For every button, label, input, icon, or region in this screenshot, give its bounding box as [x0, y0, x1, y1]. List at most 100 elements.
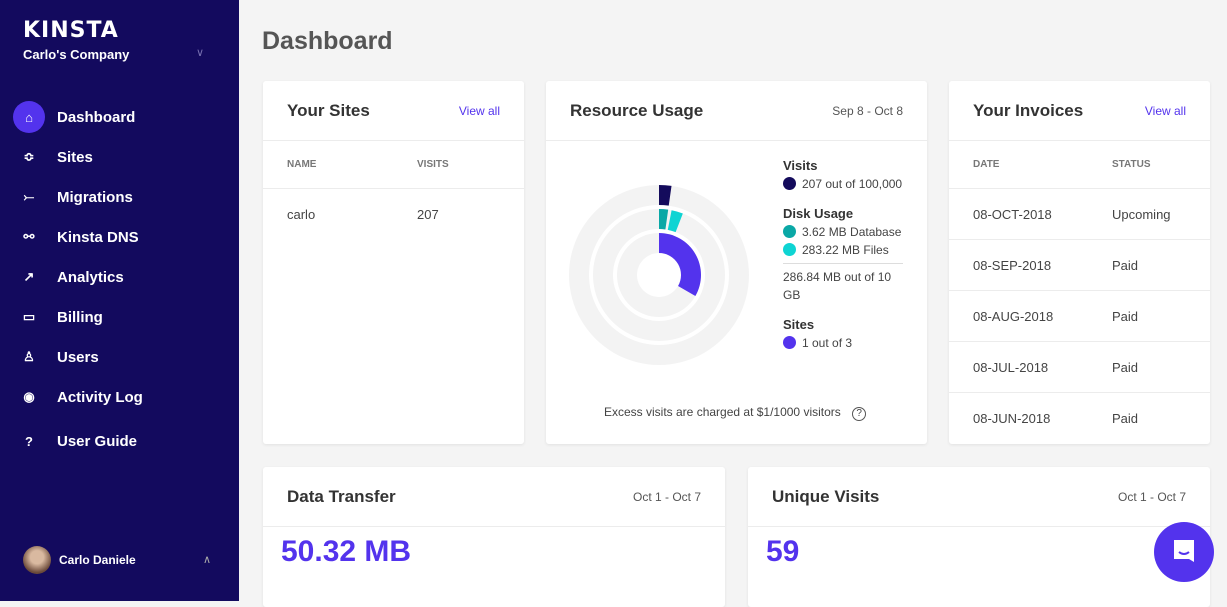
sidebar-item-user-guide[interactable]: ? User Guide — [13, 421, 233, 461]
invoice-status: Upcoming — [1112, 206, 1171, 222]
invoice-date: 08-AUG-2018 — [973, 308, 1054, 324]
home-icon: ⌂ — [13, 101, 45, 133]
chat-icon — [1174, 540, 1194, 562]
visits-arc — [659, 185, 672, 206]
col-status: STATUS — [1112, 159, 1151, 170]
sidebar-item-migrations[interactable]: ⤚ Migrations — [13, 177, 233, 217]
help-icon[interactable]: ? — [852, 407, 867, 421]
usage-legend: Visits 207 out of 100,000 Disk Usage 3.6… — [783, 157, 903, 352]
visits-label: Visits — [783, 158, 818, 173]
sites-value: 1 out of 3 — [802, 336, 853, 350]
table-row[interactable]: 08-JUN-2018 Paid — [949, 393, 1210, 444]
avatar — [23, 546, 51, 574]
card-title: Your Invoices — [973, 100, 1084, 120]
table-header: NAME VISITS — [263, 141, 524, 189]
sidebar-item-label: Migrations — [57, 188, 133, 206]
invoice-status: Paid — [1112, 257, 1139, 273]
files-value: 283.22 MB Files — [802, 243, 889, 257]
card-icon: ▭ — [22, 309, 36, 324]
invoice-date: 08-JUL-2018 — [973, 359, 1049, 375]
company-switcher[interactable]: Carlo's Company — [23, 47, 130, 62]
invoice-date: 08-JUN-2018 — [973, 411, 1051, 426]
card-title: Data Transfer — [287, 486, 396, 506]
user-menu[interactable]: Carlo Daniele — [23, 546, 136, 574]
files-arc — [667, 210, 683, 233]
kinsta-logo[interactable]: KINSTA — [23, 18, 119, 43]
invoice-status: Paid — [1112, 411, 1139, 426]
view-all-invoices-link[interactable]: View all — [1144, 103, 1186, 118]
table-row[interactable]: 08-JUL-2018 Paid — [949, 342, 1210, 393]
invoice-date: 08-OCT-2018 — [973, 206, 1052, 222]
table-row[interactable]: carlo 207 — [263, 189, 524, 240]
table-row[interactable]: 08-SEP-2018 Paid — [949, 240, 1210, 291]
data-transfer-value: 50.32 MB — [281, 535, 412, 568]
view-all-sites-link[interactable]: View all — [458, 103, 500, 118]
date-range: Sep 8 - Oct 8 — [832, 103, 903, 118]
eye-icon: ◉ — [23, 389, 35, 404]
layers-icon: ≎ — [23, 149, 35, 164]
sidebar-item-label: Users — [57, 348, 99, 366]
sidebar-item-label: Activity Log — [57, 388, 143, 406]
unique-visits-card: Unique Visits Oct 1 - Oct 7 59 — [748, 467, 1210, 607]
user-name: Carlo Daniele — [59, 553, 136, 567]
table-row[interactable]: 08-AUG-2018 Paid — [949, 291, 1210, 342]
chevron-down-icon[interactable]: ∨ — [196, 47, 205, 59]
help-icon: ? — [25, 433, 33, 449]
page-title: Dashboard — [262, 27, 393, 55]
usage-donut-chart — [568, 185, 749, 365]
sidebar-item-analytics[interactable]: ↗ Analytics — [13, 257, 233, 297]
chat-button[interactable] — [1154, 522, 1214, 582]
db-dot — [783, 225, 796, 238]
invoice-status: Paid — [1112, 359, 1139, 375]
sidebar-item-label: User Guide — [57, 432, 138, 450]
sites-dot — [783, 336, 796, 349]
sidebar-nav: ⌂ Dashboard ≎ Sites ⤚ Migrations ⚯ Kinsta DNS ↗ A… — [13, 97, 233, 461]
disk-label: Disk Usage — [783, 206, 854, 221]
sidebar-item-billing[interactable]: ▭ Billing — [13, 297, 233, 337]
invoice-date: 08-SEP-2018 — [973, 257, 1052, 273]
sidebar-item-label: Sites — [57, 148, 93, 166]
card-title: Resource Usage — [570, 100, 704, 120]
sidebar-item-label: Analytics — [57, 268, 124, 286]
user-add-icon: ♙ — [23, 349, 35, 364]
invoices-card: Your Invoices View all DATE STATUS 08-OCT-… — [949, 81, 1210, 444]
date-range: Oct 1 - Oct 7 — [1117, 489, 1186, 504]
sidebar: KINSTA Carlo's Company ∨ ⌂ Dashboard ≎ Site… — [0, 0, 239, 601]
sidebar-item-dashboard[interactable]: ⌂ Dashboard — [13, 97, 233, 137]
sidebar-item-users[interactable]: ♙ Users — [13, 337, 233, 377]
data-transfer-card: Data Transfer Oct 1 - Oct 7 50.32 MB — [263, 467, 725, 607]
your-sites-card: Your Sites View all NAME VISITS carlo 207 — [263, 81, 524, 444]
db-value: 3.62 MB Database — [802, 225, 902, 239]
col-date: DATE — [973, 159, 1000, 170]
migrate-icon: ⤚ — [23, 189, 35, 204]
resource-usage-card: Resource Usage Sep 8 - Oct 8 Visits 207 o… — [546, 81, 927, 444]
disk-total: 286.84 MB out of 10 GB — [783, 263, 903, 304]
card-title: Your Sites — [287, 100, 370, 120]
note-text: Excess visits are charged at $1/1000 vis… — [604, 405, 841, 419]
sidebar-item-kinsta-dns[interactable]: ⚯ Kinsta DNS — [13, 217, 233, 257]
unique-visits-value: 59 — [766, 535, 800, 568]
visits-dot — [783, 177, 796, 190]
sidebar-item-label: Dashboard — [57, 108, 136, 126]
col-name: NAME — [287, 159, 317, 170]
sidebar-item-label: Billing — [57, 308, 103, 326]
excess-note: Excess visits are charged at $1/1000 vis… — [604, 405, 867, 421]
site-name[interactable]: carlo — [287, 207, 316, 222]
disk-track — [592, 209, 725, 341]
site-visits: 207 — [417, 207, 439, 222]
visits-value: 207 out of 100,000 — [802, 177, 903, 191]
invoice-status: Paid — [1112, 308, 1139, 324]
dns-icon: ⚯ — [23, 229, 35, 244]
sidebar-item-sites[interactable]: ≎ Sites — [13, 137, 233, 177]
trend-icon: ↗ — [23, 269, 35, 284]
sites-label: Sites — [783, 317, 815, 332]
sites-arc — [659, 233, 701, 296]
sidebar-item-activity-log[interactable]: ◉ Activity Log — [13, 377, 233, 417]
card-title: Unique Visits — [772, 486, 880, 506]
db-arc — [659, 209, 669, 230]
sidebar-item-label: Kinsta DNS — [57, 228, 139, 246]
files-dot — [783, 243, 796, 256]
chevron-up-icon[interactable]: ∧ — [203, 554, 212, 566]
table-row[interactable]: 08-OCT-2018 Upcoming — [949, 189, 1210, 240]
table-header: DATE STATUS — [949, 141, 1210, 189]
